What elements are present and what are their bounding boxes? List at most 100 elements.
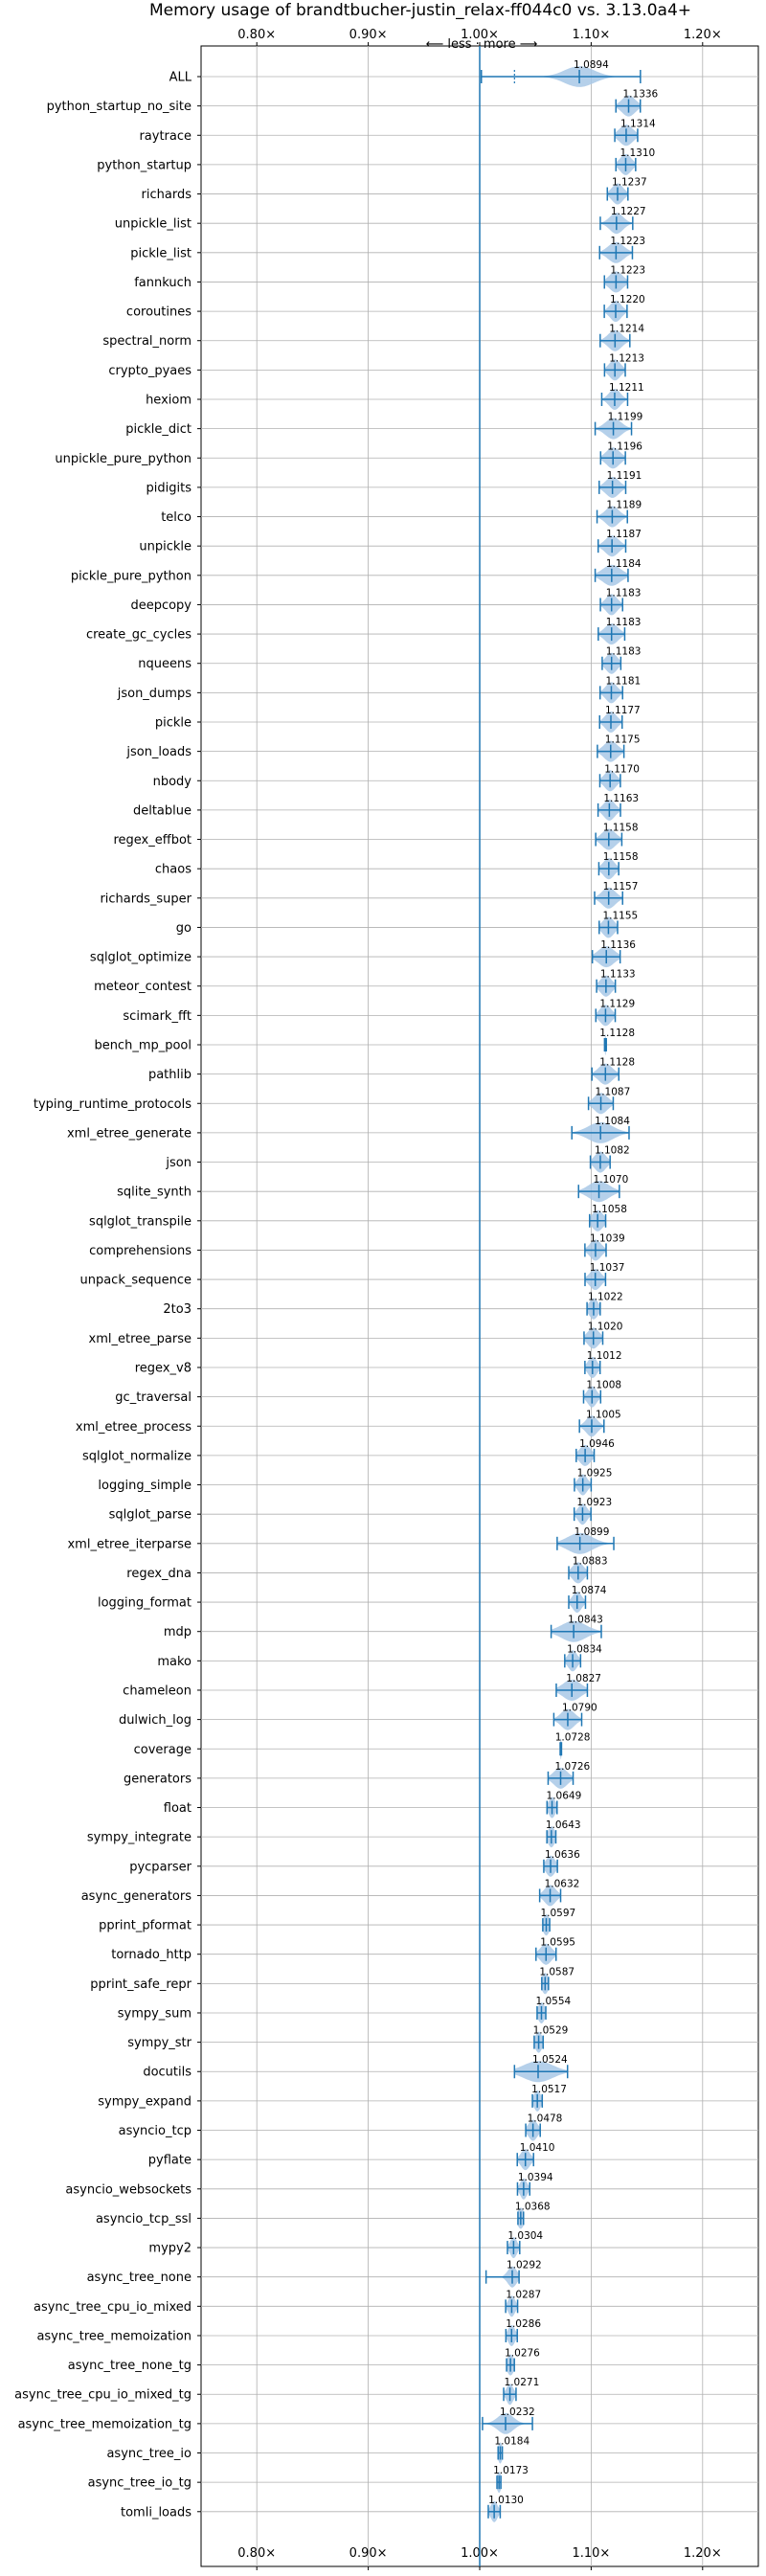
category-label: sqlglot_optimize xyxy=(90,951,192,965)
category-label: coroutines xyxy=(126,305,192,320)
value-label: 1.0524 xyxy=(532,2054,568,2066)
violin-group: dulwich_log 1.0790 xyxy=(119,1703,597,1730)
category-label: pickle_list xyxy=(130,246,192,260)
category-label: meteor_contest xyxy=(94,980,192,994)
value-label: 1.0925 xyxy=(577,1468,613,1480)
violin-group: json_loads 1.1175 xyxy=(125,734,641,762)
value-label: 1.1199 xyxy=(608,412,643,423)
value-label: 1.1227 xyxy=(611,206,646,217)
value-label: 1.1237 xyxy=(612,177,647,189)
violin-group: sympy_expand 1.0517 xyxy=(98,2084,567,2112)
category-label: ALL xyxy=(169,71,192,85)
tick-label-bottom: 1.20× xyxy=(684,2546,722,2561)
value-label: 1.0232 xyxy=(500,2407,535,2418)
violin-group: richards 1.1237 xyxy=(142,177,647,205)
violin-group: mako 1.0834 xyxy=(157,1643,602,1672)
violin-group: async_tree_io_tg 1.0173 xyxy=(88,2465,529,2494)
value-label: 1.0287 xyxy=(506,2289,541,2300)
violin-group: unpack_sequence 1.1037 xyxy=(79,1262,625,1291)
category-label: logging_simple xyxy=(98,1479,192,1493)
value-label: 1.1177 xyxy=(605,705,641,716)
tick-label-top: 0.80× xyxy=(237,28,276,42)
value-label: 1.1183 xyxy=(606,646,642,658)
value-label: 1.1310 xyxy=(620,147,655,159)
value-label: 1.0304 xyxy=(507,2230,543,2242)
violin-group: pidigits 1.1191 xyxy=(146,470,642,498)
category-label: python_startup_no_site xyxy=(47,100,192,114)
tick-label-bottom: 0.80× xyxy=(237,2546,276,2561)
tick-label-top: 0.90× xyxy=(349,28,388,42)
category-label: 2to3 xyxy=(163,1302,192,1317)
category-label: bench_mp_pool xyxy=(94,1038,192,1052)
value-label: 1.1196 xyxy=(607,441,642,452)
tick-label-bottom: 1.10× xyxy=(572,2546,610,2561)
value-label: 1.0726 xyxy=(555,1761,591,1773)
violin-group: sqlite_synth 1.1070 xyxy=(117,1174,628,1203)
value-label: 1.1020 xyxy=(588,1321,623,1332)
category-label: async_tree_memoization xyxy=(36,2329,192,2343)
category-label: float xyxy=(164,1801,192,1816)
category-label: docutils xyxy=(143,2066,192,2080)
violin-group: deltablue 1.1163 xyxy=(133,793,639,821)
direction-label: ⟵ less · more ⟶ xyxy=(426,37,538,52)
category-label: unpack_sequence xyxy=(79,1274,192,1288)
value-label: 1.0643 xyxy=(546,1819,581,1831)
violin-group: xml_etree_process 1.1005 xyxy=(76,1409,621,1437)
value-label: 1.0874 xyxy=(572,1585,607,1596)
value-label: 1.0173 xyxy=(493,2465,529,2476)
tick-label-top: 1.00× xyxy=(461,28,499,42)
category-label: tornado_http xyxy=(111,1948,192,1962)
violin-group: coroutines 1.1220 xyxy=(126,294,645,323)
category-label: async_tree_none xyxy=(87,2271,192,2285)
violin-group: generators 1.0726 xyxy=(124,1761,591,1789)
value-label: 1.1128 xyxy=(599,1057,635,1069)
category-label: asyncio_tcp xyxy=(119,2124,192,2138)
value-label: 1.0597 xyxy=(540,1908,575,1919)
violin-group: xml_etree_parse 1.1020 xyxy=(89,1321,623,1349)
category-label: async_generators xyxy=(81,1889,192,1904)
category-label: mako xyxy=(157,1655,192,1669)
value-label: 1.1158 xyxy=(603,851,639,863)
violin-group: tomli_loads 1.0130 xyxy=(121,2495,524,2522)
value-label: 1.0899 xyxy=(574,1526,610,1538)
value-label: 1.0184 xyxy=(494,2436,529,2448)
violin-group: hexiom 1.1211 xyxy=(146,382,644,410)
value-label: 1.1183 xyxy=(606,617,642,628)
value-label: 1.0632 xyxy=(545,1878,580,1889)
violin-group: python_startup_no_site 1.1336 xyxy=(47,89,659,117)
violin-group: pyflate 1.0410 xyxy=(148,2142,554,2171)
value-label: 1.0834 xyxy=(567,1643,602,1655)
violin-group: mdp 1.0843 xyxy=(164,1615,603,1642)
value-label: 1.0271 xyxy=(505,2377,540,2388)
category-label: sqlglot_transpile xyxy=(89,1214,192,1229)
violin-group: xml_etree_generate 1.1084 xyxy=(67,1116,630,1143)
violin-group: chaos 1.1158 xyxy=(155,851,639,880)
category-label: scimark_fft xyxy=(123,1009,192,1024)
violin-group: sympy_sum 1.0554 xyxy=(118,1996,572,2023)
category-label: sqlite_synth xyxy=(117,1186,192,1200)
violin-group: pycparser 1.0636 xyxy=(129,1849,580,1877)
value-label: 1.1223 xyxy=(610,264,645,276)
category-label: pprint_pformat xyxy=(99,1919,192,1933)
violin-group: pprint_safe_repr 1.0587 xyxy=(90,1966,574,1995)
value-label: 1.1037 xyxy=(590,1262,625,1274)
violin-group: 2to3 1.1022 xyxy=(163,1292,623,1320)
category-label: coverage xyxy=(134,1743,192,1757)
category-label: python_startup xyxy=(97,158,192,172)
category-label: async_tree_cpu_io_mixed xyxy=(34,2300,192,2315)
violin-group: pickle_dict 1.1199 xyxy=(125,412,642,440)
category-label: async_tree_none_tg xyxy=(68,2359,192,2373)
violin-group: sqlglot_transpile 1.1058 xyxy=(89,1204,627,1232)
violin-group: unpickle 1.1187 xyxy=(139,529,642,557)
value-label: 1.0728 xyxy=(555,1731,591,1743)
value-label: 1.0790 xyxy=(562,1703,597,1714)
tick-label-top: 1.10× xyxy=(572,28,610,42)
category-label: unpickle_list xyxy=(115,217,192,232)
value-label: 1.1223 xyxy=(610,236,645,247)
category-label: dulwich_log xyxy=(119,1713,192,1728)
value-label: 1.1157 xyxy=(603,881,639,893)
category-label: xml_etree_parse xyxy=(89,1332,192,1346)
value-label: 1.0894 xyxy=(574,59,609,71)
violin-group: deepcopy 1.1183 xyxy=(130,587,641,616)
value-label: 1.1008 xyxy=(586,1380,621,1391)
